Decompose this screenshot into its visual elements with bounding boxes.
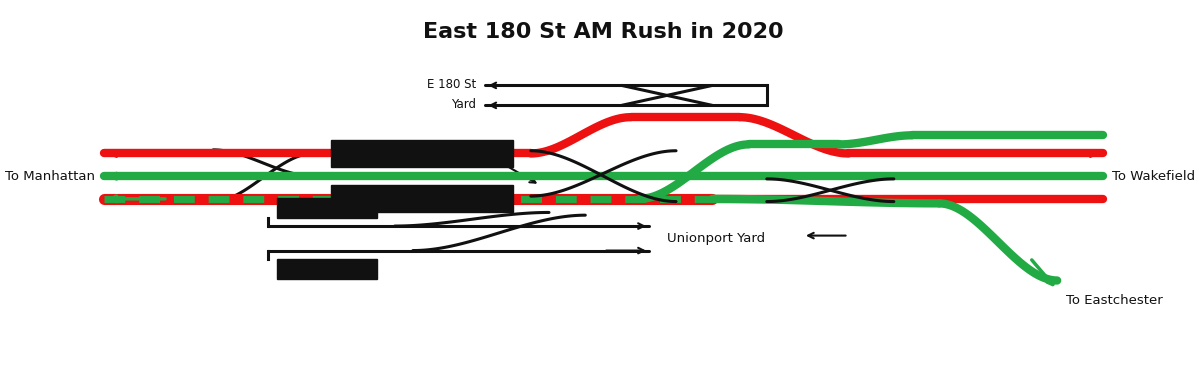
Text: Yard: Yard — [451, 98, 476, 111]
Bar — [331, 140, 512, 167]
Bar — [277, 198, 377, 218]
Text: E 180 St: E 180 St — [427, 78, 476, 90]
Text: To Wakefield: To Wakefield — [1111, 170, 1195, 183]
Bar — [331, 185, 512, 213]
Bar — [277, 259, 377, 279]
Text: East 180 St AM Rush in 2020: East 180 St AM Rush in 2020 — [424, 22, 784, 42]
Text: To Manhattan: To Manhattan — [5, 170, 95, 183]
Text: To Eastchester: To Eastchester — [1067, 294, 1163, 307]
Text: Unionport Yard: Unionport Yard — [667, 232, 766, 245]
